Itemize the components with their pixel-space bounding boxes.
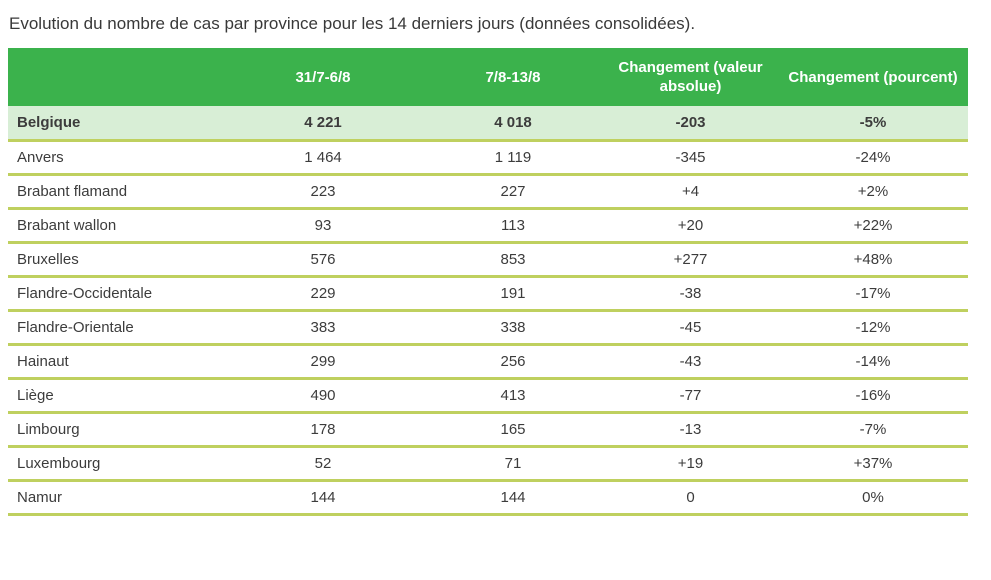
row-value: 1 464 [223, 140, 423, 176]
row-value: 853 [423, 242, 603, 278]
row-value: +2% [778, 174, 968, 210]
row-value: -5% [778, 106, 968, 142]
table-row: Limbourg 178 165 -13 -7% [8, 412, 968, 448]
row-value: 413 [423, 378, 603, 414]
table-row: Bruxelles 576 853 +277 +48% [8, 242, 968, 278]
row-value: 0 [603, 480, 778, 516]
row-value: 383 [223, 310, 423, 346]
row-value: 1 119 [423, 140, 603, 176]
row-value: -12% [778, 310, 968, 346]
row-value: -45 [603, 310, 778, 346]
row-value: +20 [603, 208, 778, 244]
table-body: Belgique 4 221 4 018 -203 -5% Anvers 1 464 1 11… [8, 106, 968, 516]
row-value: 229 [223, 276, 423, 312]
table-header-row: 31/7-6/8 7/8-13/8 Changement (valeur abs… [8, 48, 968, 106]
row-value: +19 [603, 446, 778, 482]
row-label: Belgique [8, 106, 223, 142]
row-label: Anvers [8, 140, 223, 176]
row-value: -43 [603, 344, 778, 380]
row-value: 71 [423, 446, 603, 482]
row-value: 223 [223, 174, 423, 210]
row-value: 0% [778, 480, 968, 516]
row-value: 144 [423, 480, 603, 516]
row-value: 490 [223, 378, 423, 414]
header-cell-change-absolute: Changement (valeur absolue) [603, 48, 778, 106]
row-value: +48% [778, 242, 968, 278]
table-row: Brabant flamand 223 227 +4 +2% [8, 174, 968, 210]
row-value: +22% [778, 208, 968, 244]
row-label: Bruxelles [8, 242, 223, 278]
header-cell-change-percent: Changement (pourcent) [778, 48, 968, 106]
row-value: 338 [423, 310, 603, 346]
table-row: Hainaut 299 256 -43 -14% [8, 344, 968, 380]
row-value: -17% [778, 276, 968, 312]
row-value: 4 018 [423, 106, 603, 142]
row-value: -14% [778, 344, 968, 380]
row-value: -13 [603, 412, 778, 448]
province-cases-table: 31/7-6/8 7/8-13/8 Changement (valeur abs… [8, 48, 968, 516]
row-value: 256 [423, 344, 603, 380]
table-row: Brabant wallon 93 113 +20 +22% [8, 208, 968, 244]
page-title: Evolution du nombre de cas par province … [9, 14, 696, 33]
row-value: 4 221 [223, 106, 423, 142]
table-row: Liège 490 413 -77 -16% [8, 378, 968, 414]
row-value: 299 [223, 344, 423, 380]
row-value: -77 [603, 378, 778, 414]
row-value: -203 [603, 106, 778, 142]
row-value: +37% [778, 446, 968, 482]
row-value: +4 [603, 174, 778, 210]
row-value: 178 [223, 412, 423, 448]
header-cell-province [8, 48, 223, 106]
table-row: Luxembourg 52 71 +19 +37% [8, 446, 968, 482]
total-row: Belgique 4 221 4 018 -203 -5% [8, 106, 968, 142]
row-label: Liège [8, 378, 223, 414]
table-row: Namur 144 144 0 0% [8, 480, 968, 516]
row-label: Namur [8, 480, 223, 516]
row-value: 113 [423, 208, 603, 244]
row-value: +277 [603, 242, 778, 278]
row-value: 165 [423, 412, 603, 448]
row-value: 227 [423, 174, 603, 210]
row-label: Flandre-Occidentale [8, 276, 223, 312]
row-value: -38 [603, 276, 778, 312]
row-value: 191 [423, 276, 603, 312]
table-row: Flandre-Occidentale 229 191 -38 -17% [8, 276, 968, 312]
header-cell-week2: 7/8-13/8 [423, 48, 603, 106]
row-value: -345 [603, 140, 778, 176]
row-label: Hainaut [8, 344, 223, 380]
row-value: -24% [778, 140, 968, 176]
row-value: 576 [223, 242, 423, 278]
header-cell-week1: 31/7-6/8 [223, 48, 423, 106]
table-row: Flandre-Orientale 383 338 -45 -12% [8, 310, 968, 346]
row-label: Flandre-Orientale [8, 310, 223, 346]
table-header: 31/7-6/8 7/8-13/8 Changement (valeur abs… [8, 48, 968, 106]
table-row: Anvers 1 464 1 119 -345 -24% [8, 140, 968, 176]
row-label: Limbourg [8, 412, 223, 448]
row-label: Brabant flamand [8, 174, 223, 210]
row-label: Brabant wallon [8, 208, 223, 244]
row-value: -7% [778, 412, 968, 448]
row-value: 52 [223, 446, 423, 482]
row-value: -16% [778, 378, 968, 414]
row-label: Luxembourg [8, 446, 223, 482]
row-value: 144 [223, 480, 423, 516]
row-value: 93 [223, 208, 423, 244]
